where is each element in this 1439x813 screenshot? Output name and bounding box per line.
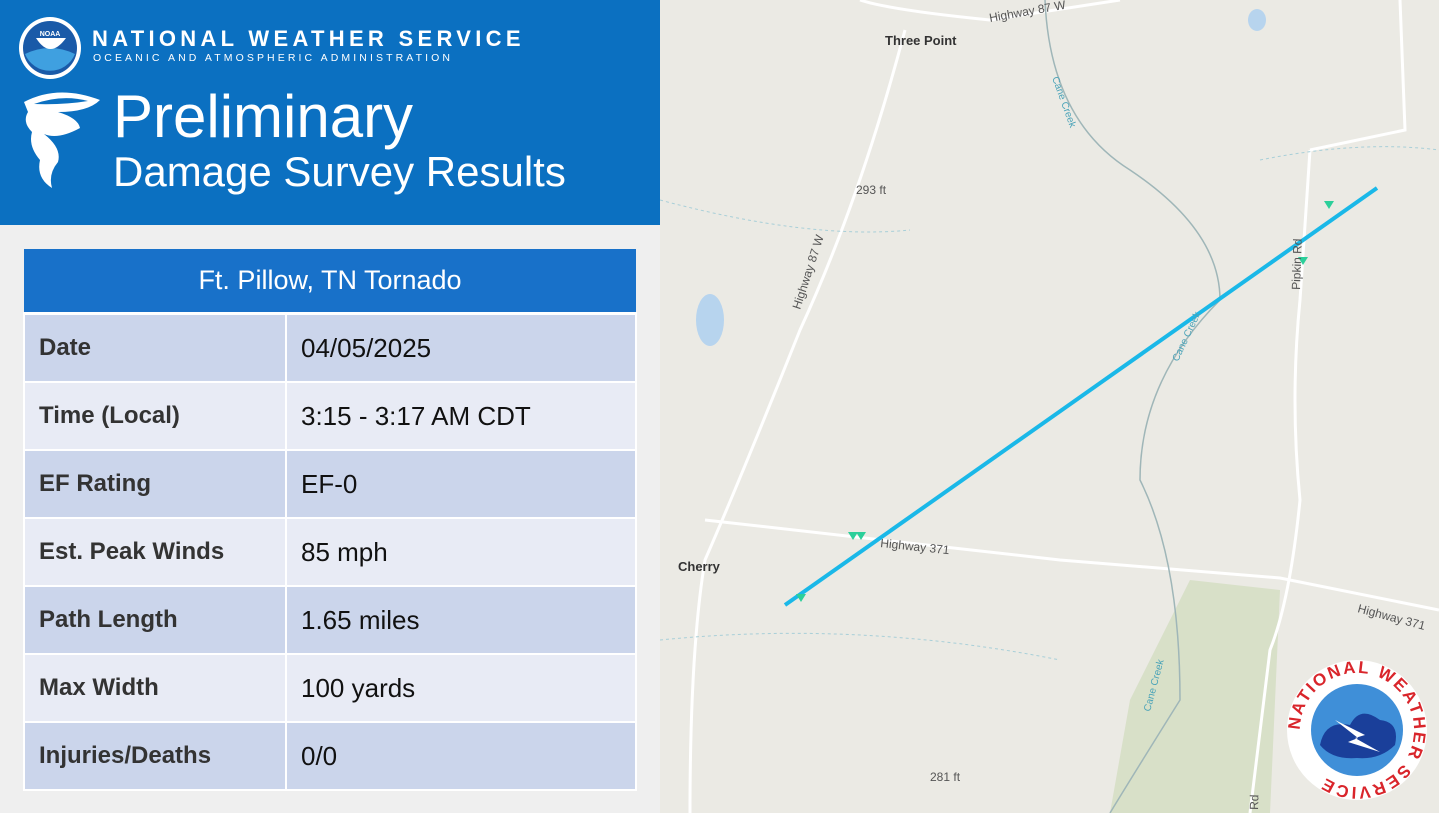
table-row: Est. Peak Winds 85 mph [23,517,637,587]
road-label: Pipkin Rd [1289,238,1305,290]
map: Three Point Highway 87 W Highway 87 W Ca… [660,0,1439,813]
noaa-logo: NOAA [19,17,81,79]
survey-table: Ft. Pillow, TN Tornado Date 04/05/2025 Tim… [23,249,637,791]
row-value: 04/05/2025 [285,312,637,383]
row-label: EF Rating [23,449,287,519]
title-line1: Preliminary [113,83,414,150]
table-row: Max Width 100 yards [23,653,637,723]
row-label: Est. Peak Winds [23,517,287,587]
tornado-icon [24,92,100,188]
table-row: Path Length 1.65 miles [23,585,637,655]
elevation-label: 281 ft [930,770,961,784]
row-value: 100 yards [285,653,637,723]
row-value: 85 mph [285,517,637,587]
table-row: Injuries/Deaths 0/0 [23,721,637,791]
left-panel: NOAA NATIONAL WEATHER SERVICE OCEANIC AN… [0,0,660,813]
row-value: EF-0 [285,449,637,519]
road-label: Rd [1247,794,1262,810]
table-row: Time (Local) 3:15 - 3:17 AM CDT [23,381,637,451]
row-label: Injuries/Deaths [23,721,287,791]
tornado-track [783,186,1379,607]
elevation-label: 293 ft [856,183,887,197]
row-label: Date [23,312,287,383]
org-name: NATIONAL WEATHER SERVICE [92,26,525,51]
table-body: Date 04/05/2025 Time (Local) 3:15 - 3:17 AM… [23,312,637,791]
table-row: Date 04/05/2025 [23,312,637,383]
title-line2: Damage Survey Results [113,148,566,195]
row-label: Path Length [23,585,287,655]
header: NOAA NATIONAL WEATHER SERVICE OCEANIC AN… [0,0,660,225]
noaa-text: NOAA [40,31,61,38]
nws-logo: NATIONAL WEATHER SERVICE [1285,658,1428,803]
row-label: Max Width [23,653,287,723]
row-label: Time (Local) [23,381,287,451]
row-value: 0/0 [285,721,637,791]
org-subtitle: OCEANIC AND ATMOSPHERIC ADMINISTRATION [93,52,454,64]
place-label: Three Point [885,33,957,48]
row-value: 3:15 - 3:17 AM CDT [285,381,637,451]
damage-points [796,201,1334,602]
table-row: EF Rating EF-0 [23,449,637,519]
place-label: Cherry [678,559,721,574]
row-value: 1.65 miles [285,585,637,655]
table-title: Ft. Pillow, TN Tornado [24,249,636,315]
